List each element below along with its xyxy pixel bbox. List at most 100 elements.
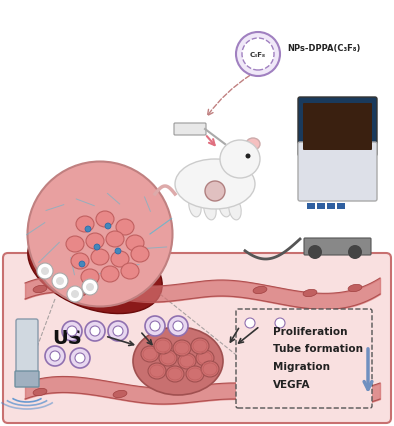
Text: NPs-DPPA(C₃F₈): NPs-DPPA(C₃F₈) [287, 43, 361, 52]
Ellipse shape [204, 199, 216, 220]
Circle shape [173, 321, 183, 331]
FancyBboxPatch shape [15, 371, 39, 387]
Circle shape [115, 248, 121, 254]
Ellipse shape [71, 253, 89, 269]
Ellipse shape [126, 236, 144, 251]
Circle shape [41, 268, 49, 275]
Circle shape [67, 326, 77, 336]
Ellipse shape [113, 390, 127, 398]
Text: C₃F₈: C₃F₈ [250, 52, 266, 58]
Ellipse shape [246, 139, 260, 151]
FancyBboxPatch shape [174, 124, 206, 136]
Circle shape [205, 181, 225, 201]
Circle shape [52, 273, 68, 289]
Ellipse shape [219, 196, 231, 217]
Ellipse shape [253, 287, 267, 294]
Text: VEGFA: VEGFA [273, 379, 310, 389]
Ellipse shape [91, 249, 109, 265]
Ellipse shape [220, 141, 260, 178]
Bar [327, 204, 335, 210]
FancyBboxPatch shape [3, 253, 391, 423]
Ellipse shape [348, 285, 362, 292]
Circle shape [85, 321, 105, 341]
Circle shape [113, 326, 123, 336]
Ellipse shape [154, 338, 172, 354]
Circle shape [236, 33, 280, 77]
Ellipse shape [106, 231, 124, 248]
Ellipse shape [66, 236, 84, 253]
Circle shape [79, 262, 85, 268]
Circle shape [94, 245, 100, 250]
Ellipse shape [33, 286, 47, 293]
Ellipse shape [76, 216, 94, 233]
Ellipse shape [131, 246, 149, 262]
Bar [307, 204, 315, 210]
Circle shape [85, 227, 91, 233]
Text: Proliferation: Proliferation [273, 326, 348, 336]
Ellipse shape [141, 346, 159, 362]
Ellipse shape [33, 389, 47, 396]
Ellipse shape [191, 338, 209, 354]
Ellipse shape [28, 162, 173, 307]
Circle shape [37, 263, 53, 279]
Circle shape [168, 316, 188, 336]
Ellipse shape [175, 160, 255, 210]
Ellipse shape [159, 350, 177, 366]
FancyBboxPatch shape [304, 239, 371, 256]
Ellipse shape [303, 290, 317, 297]
Circle shape [71, 290, 79, 298]
Ellipse shape [81, 269, 99, 285]
Circle shape [145, 316, 165, 336]
Circle shape [240, 313, 260, 333]
Ellipse shape [28, 225, 162, 314]
Circle shape [308, 245, 322, 259]
Text: Tube formation: Tube formation [273, 343, 363, 353]
Circle shape [242, 39, 274, 71]
Circle shape [90, 326, 100, 336]
Ellipse shape [178, 353, 196, 369]
Ellipse shape [121, 263, 139, 279]
Circle shape [70, 348, 90, 368]
Ellipse shape [133, 327, 223, 395]
Ellipse shape [111, 251, 129, 268]
Ellipse shape [86, 233, 104, 249]
Circle shape [56, 277, 64, 285]
Circle shape [50, 351, 60, 361]
Circle shape [348, 245, 362, 259]
FancyBboxPatch shape [298, 143, 377, 201]
Ellipse shape [148, 363, 166, 379]
Text: US: US [52, 329, 82, 348]
FancyBboxPatch shape [16, 319, 38, 378]
FancyBboxPatch shape [303, 104, 372, 151]
Ellipse shape [293, 392, 307, 400]
Ellipse shape [96, 211, 114, 227]
Circle shape [62, 321, 82, 341]
Bar [317, 204, 325, 210]
Circle shape [75, 353, 85, 363]
Circle shape [150, 321, 160, 331]
Circle shape [108, 321, 128, 341]
Ellipse shape [166, 366, 184, 382]
FancyBboxPatch shape [298, 98, 377, 157]
FancyBboxPatch shape [236, 309, 372, 408]
Ellipse shape [173, 340, 191, 356]
Circle shape [86, 283, 94, 291]
Ellipse shape [116, 219, 134, 236]
Bar [337, 204, 345, 210]
Circle shape [275, 318, 285, 328]
Text: Migration: Migration [273, 361, 330, 371]
Ellipse shape [196, 350, 214, 366]
Circle shape [67, 286, 83, 302]
Ellipse shape [186, 366, 204, 382]
Circle shape [245, 154, 251, 159]
Ellipse shape [101, 266, 119, 282]
Ellipse shape [189, 196, 201, 217]
Circle shape [105, 224, 111, 230]
Ellipse shape [73, 290, 87, 297]
Ellipse shape [229, 199, 241, 220]
Circle shape [82, 279, 98, 295]
Circle shape [270, 313, 290, 333]
Circle shape [45, 346, 65, 366]
Ellipse shape [201, 361, 219, 377]
Circle shape [245, 318, 255, 328]
